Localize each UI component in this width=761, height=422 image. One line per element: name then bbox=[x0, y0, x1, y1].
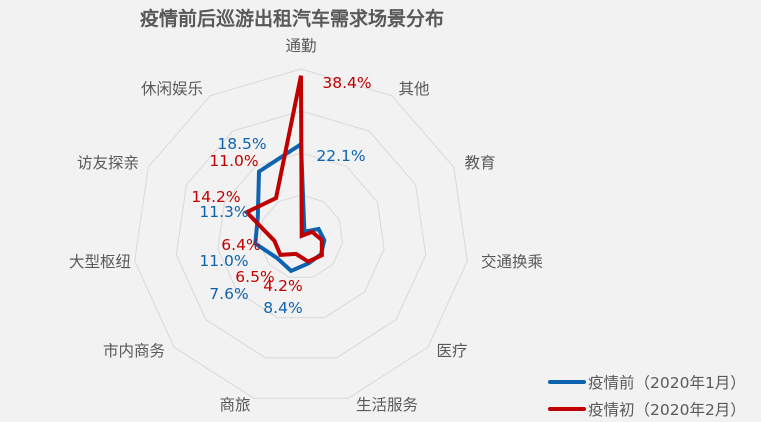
data-label: 11.0% bbox=[209, 152, 258, 170]
axis-label: 市内商务 bbox=[103, 342, 165, 360]
axis-label: 休闲娱乐 bbox=[141, 80, 203, 98]
legend-label: 疫情前（2020年1月） bbox=[588, 373, 746, 392]
axis-label: 其他 bbox=[398, 80, 429, 98]
data-label: 22.1% bbox=[316, 147, 365, 165]
data-label: 18.5% bbox=[217, 135, 266, 153]
data-label: 11.0% bbox=[199, 252, 248, 270]
data-label: 6.4% bbox=[221, 236, 260, 254]
axis-label: 生活服务 bbox=[356, 396, 418, 414]
data-labels: 22.1% 8.4% 7.6% 11.0% 11.3% 18.5% 38.4% 4.2%6.5… bbox=[191, 74, 371, 317]
radar-grid bbox=[134, 68, 468, 399]
data-label: 6.5% bbox=[235, 268, 274, 286]
grid-ring bbox=[134, 68, 468, 399]
grid-ring bbox=[258, 194, 344, 278]
data-label: 14.2% bbox=[191, 188, 240, 206]
legend-line-red-icon bbox=[548, 406, 586, 411]
chart-title: 疫情前后巡游出租汽车需求场景分布 bbox=[140, 8, 445, 30]
data-label: 4.2% bbox=[263, 277, 302, 295]
grid-ring bbox=[175, 110, 427, 359]
axis-label: 大型枢纽 bbox=[69, 253, 131, 271]
radar-series bbox=[243, 75, 327, 274]
data-label: 38.4% bbox=[322, 74, 371, 92]
grid-ring bbox=[217, 152, 385, 319]
series-before-line bbox=[253, 140, 327, 274]
axis-label: 访友探亲 bbox=[77, 154, 139, 172]
legend-item-before[interactable]: 疫情前（2020年1月） bbox=[548, 368, 746, 395]
legend-item-early[interactable]: 疫情初（2020年2月） bbox=[548, 395, 746, 422]
axis-label: 通勤 bbox=[285, 37, 316, 55]
axis-label: 医疗 bbox=[436, 342, 467, 360]
data-label: 7.6% bbox=[209, 285, 248, 303]
axis-label: 交通换乘 bbox=[481, 253, 543, 271]
axis-label: 教育 bbox=[464, 154, 495, 172]
legend-line-blue-icon bbox=[548, 379, 586, 384]
data-label: 8.4% bbox=[263, 299, 302, 317]
series-early-line bbox=[243, 75, 324, 264]
data-label: 11.3% bbox=[199, 203, 248, 221]
legend: 疫情前（2020年1月） 疫情初（2020年2月） bbox=[548, 368, 746, 422]
axis-label: 商旅 bbox=[219, 396, 250, 414]
legend-label: 疫情初（2020年2月） bbox=[588, 400, 746, 419]
